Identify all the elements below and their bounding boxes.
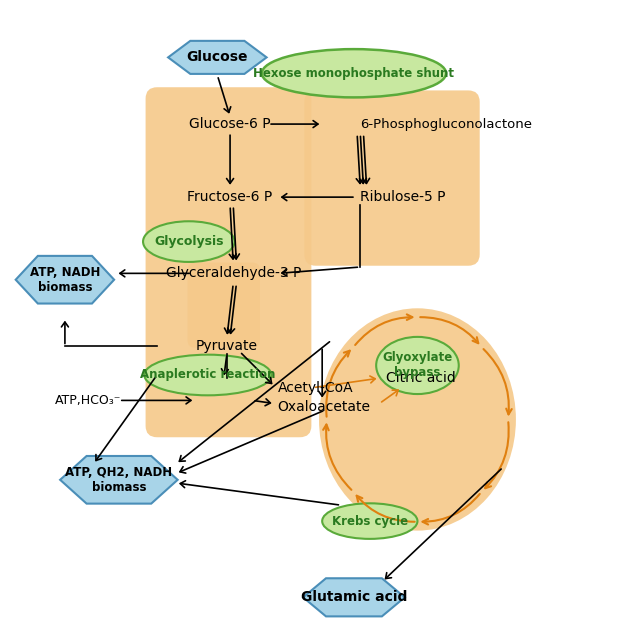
Text: Acetyl-CoA: Acetyl-CoA bbox=[278, 381, 353, 395]
Text: Hexose monophosphate shunt: Hexose monophosphate shunt bbox=[253, 67, 454, 80]
Text: Glyceraldehyde-3 P: Glyceraldehyde-3 P bbox=[165, 266, 301, 281]
FancyBboxPatch shape bbox=[188, 263, 260, 348]
Text: Glutamic acid: Glutamic acid bbox=[300, 591, 407, 604]
Text: Glycolysis: Glycolysis bbox=[154, 235, 223, 248]
Text: Ribulose-5 P: Ribulose-5 P bbox=[360, 190, 446, 204]
Text: ATP,HCO₃⁻: ATP,HCO₃⁻ bbox=[56, 394, 122, 407]
Text: Citric acid: Citric acid bbox=[386, 371, 456, 385]
Polygon shape bbox=[168, 41, 267, 74]
Polygon shape bbox=[303, 578, 404, 616]
Text: Oxaloacetate: Oxaloacetate bbox=[278, 400, 371, 413]
Text: Glucose-6 P: Glucose-6 P bbox=[189, 117, 271, 131]
Text: Krebs cycle: Krebs cycle bbox=[332, 515, 408, 528]
Text: ATP, NADH
biomass: ATP, NADH biomass bbox=[30, 266, 100, 293]
Ellipse shape bbox=[319, 308, 516, 531]
Text: Glucose: Glucose bbox=[186, 50, 248, 64]
Text: 6-Phosphogluconolactone: 6-Phosphogluconolactone bbox=[360, 117, 532, 130]
Text: Pyruvate: Pyruvate bbox=[196, 340, 258, 353]
Text: Fructose-6 P: Fructose-6 P bbox=[188, 190, 272, 204]
Ellipse shape bbox=[144, 354, 271, 395]
Text: Anaplerotic reaction: Anaplerotic reaction bbox=[140, 369, 276, 381]
FancyBboxPatch shape bbox=[145, 87, 311, 437]
Text: Glyoxylate
bypass: Glyoxylate bypass bbox=[382, 351, 452, 379]
FancyBboxPatch shape bbox=[304, 91, 480, 266]
Polygon shape bbox=[16, 256, 114, 304]
Ellipse shape bbox=[143, 221, 235, 262]
Ellipse shape bbox=[262, 49, 446, 98]
Ellipse shape bbox=[322, 503, 417, 539]
Text: ATP, QH2, NADH
biomass: ATP, QH2, NADH biomass bbox=[65, 466, 172, 494]
Ellipse shape bbox=[376, 337, 459, 394]
Polygon shape bbox=[60, 456, 177, 503]
